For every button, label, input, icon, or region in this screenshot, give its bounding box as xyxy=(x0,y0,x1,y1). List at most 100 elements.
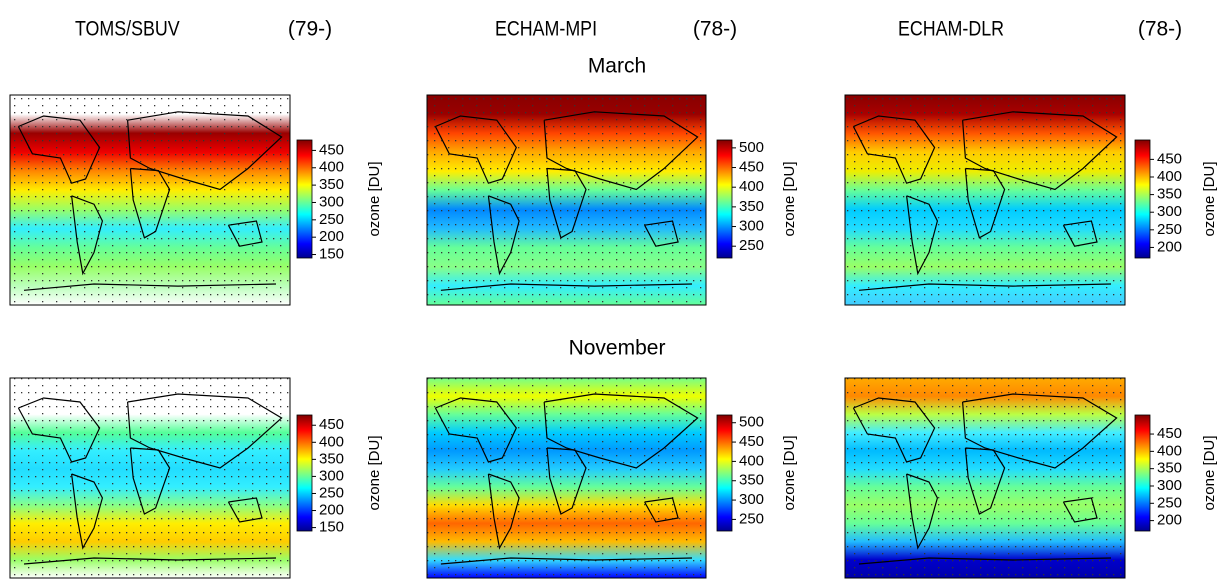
coastline xyxy=(1062,497,1098,523)
colorbar-tick-label: 250 xyxy=(1157,494,1182,511)
colorbar-label: ozone [DU] xyxy=(781,435,798,510)
map-grid xyxy=(845,378,1125,578)
colorbar xyxy=(296,414,313,532)
colorbar-tick-label: 200 xyxy=(319,228,344,245)
coastline xyxy=(129,447,171,515)
coastline xyxy=(962,111,1118,191)
colorbar-tick-label: 450 xyxy=(1157,425,1182,442)
colorbar-tick-label: 300 xyxy=(319,467,344,484)
colorbar-tick-label: 300 xyxy=(739,218,764,235)
map-frame xyxy=(9,377,291,579)
colorbar-tick-label: 350 xyxy=(739,198,764,215)
coastline xyxy=(858,557,1112,565)
colorbar-tick-label: 400 xyxy=(319,433,344,450)
colorbar-tick-label: 450 xyxy=(319,141,344,158)
coastline xyxy=(227,220,263,247)
coastline xyxy=(543,393,699,469)
coastline xyxy=(23,283,277,291)
colorbar-tick-label: 350 xyxy=(319,450,344,467)
coastline xyxy=(543,111,699,191)
colorbar xyxy=(1134,139,1151,259)
colorbar-tick-label: 350 xyxy=(1157,460,1182,477)
colorbar-tick-label: 400 xyxy=(739,178,764,195)
colorbar xyxy=(296,139,313,259)
coastline xyxy=(852,397,936,463)
coastline xyxy=(858,283,1112,291)
colorbar-label: ozone [DU] xyxy=(1201,435,1218,510)
coastline xyxy=(440,557,693,565)
coastline xyxy=(71,473,104,550)
colorbar-tick-label: 150 xyxy=(319,245,344,262)
colorbar-tick-label: 200 xyxy=(319,501,344,518)
colorbar-tick-label: 150 xyxy=(319,519,344,536)
colorbar-tick-label: 400 xyxy=(1157,442,1182,459)
coastline xyxy=(17,115,101,184)
coastline xyxy=(487,473,520,550)
coastline xyxy=(227,497,263,523)
colorbar-tick-label: 250 xyxy=(739,510,764,527)
map-grid xyxy=(845,95,1125,305)
colorbar-tick-label: 200 xyxy=(1157,512,1182,529)
coastline xyxy=(644,220,679,247)
colorbar-tick-label: 250 xyxy=(739,237,764,254)
colorbar-tick-label: 500 xyxy=(739,414,764,431)
colorbar xyxy=(716,139,733,259)
colorbar-tick-label: 400 xyxy=(739,452,764,469)
colorbar xyxy=(1134,414,1151,532)
map-grid xyxy=(10,378,290,578)
colorbar-tick-label: 250 xyxy=(319,211,344,228)
coastline xyxy=(434,115,517,184)
column-title: TOMS/SBUV xyxy=(75,17,180,41)
column-period: (78-) xyxy=(693,18,737,41)
coastline xyxy=(23,557,277,565)
coastline xyxy=(852,115,936,184)
column-period: (78-) xyxy=(1138,18,1182,41)
coastline xyxy=(964,167,1006,239)
colorbar-label: ozone [DU] xyxy=(366,161,383,236)
colorbar xyxy=(716,414,733,532)
colorbar-tick-label: 300 xyxy=(319,193,344,210)
column-title: ECHAM-DLR xyxy=(898,17,1004,41)
colorbar-label: ozone [DU] xyxy=(366,435,383,510)
map-frame xyxy=(844,377,1126,579)
colorbar-label: ozone [DU] xyxy=(1201,161,1218,236)
map-frame xyxy=(426,377,707,579)
coastline xyxy=(127,111,283,191)
colorbar-tick-label: 250 xyxy=(1157,221,1182,238)
coastline xyxy=(440,283,693,291)
coastline xyxy=(487,195,520,276)
colorbar-tick-label: 350 xyxy=(739,472,764,489)
map-grid xyxy=(427,95,706,305)
coastline xyxy=(906,473,939,550)
coastline xyxy=(546,167,587,239)
coastline xyxy=(906,195,939,276)
coastline xyxy=(644,497,679,523)
colorbar-label: ozone [DU] xyxy=(781,161,798,236)
coastline xyxy=(17,397,101,463)
coastline xyxy=(434,397,517,463)
map-frame xyxy=(426,94,707,306)
colorbar-tick-label: 450 xyxy=(739,433,764,450)
column-title: ECHAM-MPI xyxy=(495,17,597,41)
row-title: March xyxy=(588,55,646,78)
coastline xyxy=(1062,220,1098,247)
colorbar-tick-label: 350 xyxy=(319,176,344,193)
coastline xyxy=(71,195,104,276)
colorbar-tick-label: 450 xyxy=(739,159,764,176)
colorbar-tick-label: 400 xyxy=(319,159,344,176)
map-grid xyxy=(427,378,706,578)
colorbar-tick-label: 450 xyxy=(319,416,344,433)
row-title: November xyxy=(569,337,666,360)
coastline xyxy=(127,393,283,469)
map-frame xyxy=(9,94,291,306)
colorbar-tick-label: 450 xyxy=(1157,150,1182,167)
colorbar-tick-label: 300 xyxy=(739,491,764,508)
colorbar-tick-label: 250 xyxy=(319,484,344,501)
column-period: (79-) xyxy=(288,18,332,41)
colorbar-tick-label: 350 xyxy=(1157,186,1182,203)
coastline xyxy=(964,447,1006,515)
colorbar-tick-label: 300 xyxy=(1157,477,1182,494)
coastline xyxy=(546,447,587,515)
colorbar-tick-label: 500 xyxy=(739,139,764,156)
